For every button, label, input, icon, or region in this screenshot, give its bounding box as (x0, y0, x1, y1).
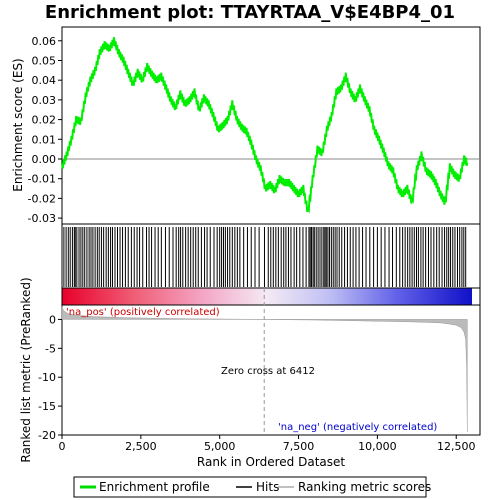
x-tick-label: 7,500 (283, 440, 315, 453)
legend-enrichment-label: Enrichment profile (99, 480, 210, 494)
pos-correlated-label: 'na_pos' (positively correlated) (66, 307, 220, 318)
es-tick-label: -0.01 (28, 173, 56, 186)
es-y-axis-label: Enrichment score (ES) (11, 58, 25, 191)
legend-metric-label: Ranking metric scores (298, 480, 431, 494)
ranking-metric-area (61, 306, 468, 433)
metric-tick-label: -5 (45, 342, 56, 355)
es-tick-label: 0.06 (32, 35, 57, 48)
legend-hits-label: Hits (256, 480, 279, 494)
metric-y-axis-label: Ranked list metric (PreRanked) (19, 277, 33, 462)
es-tick-label: 0.04 (32, 74, 57, 87)
metric-tick-label: -20 (38, 429, 56, 442)
rank-color-bar (62, 288, 472, 305)
x-tick-label: 10,000 (358, 440, 397, 453)
metric-plot-frame (61, 304, 481, 436)
es-tick-label: -0.03 (28, 212, 56, 225)
x-tick-label: 0 (59, 440, 66, 453)
chart-title: Enrichment plot: TTAYRTAA_V$E4BP4_01 (45, 2, 455, 23)
x-tick-label: 2,500 (125, 440, 157, 453)
es-tick-label: 0.01 (32, 133, 57, 146)
es-tick-label: -0.02 (28, 192, 56, 205)
metric-tick-label: 0 (49, 313, 56, 326)
x-axis-ticks: 0 2,500 5,000 7,500 10,000 12,500 (59, 435, 476, 453)
enrichment-profile-line (61, 37, 469, 214)
x-tick-label: 12,500 (437, 440, 476, 453)
es-plot-frame (61, 26, 481, 225)
es-tick-label: 0.05 (32, 54, 57, 67)
neg-correlated-label: 'na_neg' (negatively correlated) (278, 422, 437, 433)
es-tick-label: 0.02 (32, 114, 57, 127)
zero-cross-label: Zero cross at 6412 (221, 366, 315, 377)
x-tick-label: 5,000 (204, 440, 236, 453)
es-y-ticks: -0.03 -0.02 -0.01 0.00 0.01 0.02 0.03 0.04 0.05 0… (28, 35, 62, 225)
metric-tick-label: -10 (38, 371, 56, 384)
metric-panel: 0 -5 -10 -15 -20 'na_pos' (positively correl… (19, 277, 481, 463)
hit-marks (63, 227, 467, 287)
legend: Enrichment profile Hits Ranking metric s… (73, 476, 431, 498)
hits-panel (61, 223, 481, 289)
es-panel: -0.03 -0.02 -0.01 0.00 0.01 0.02 0.03 0.04 0.05 0… (11, 26, 481, 225)
metric-tick-label: -15 (38, 400, 56, 413)
es-tick-label: 0.00 (32, 153, 57, 166)
x-axis-label: Rank in Ordered Dataset (197, 455, 345, 469)
es-tick-label: 0.03 (32, 94, 57, 107)
metric-y-ticks: 0 -5 -10 -15 -20 (38, 313, 62, 442)
